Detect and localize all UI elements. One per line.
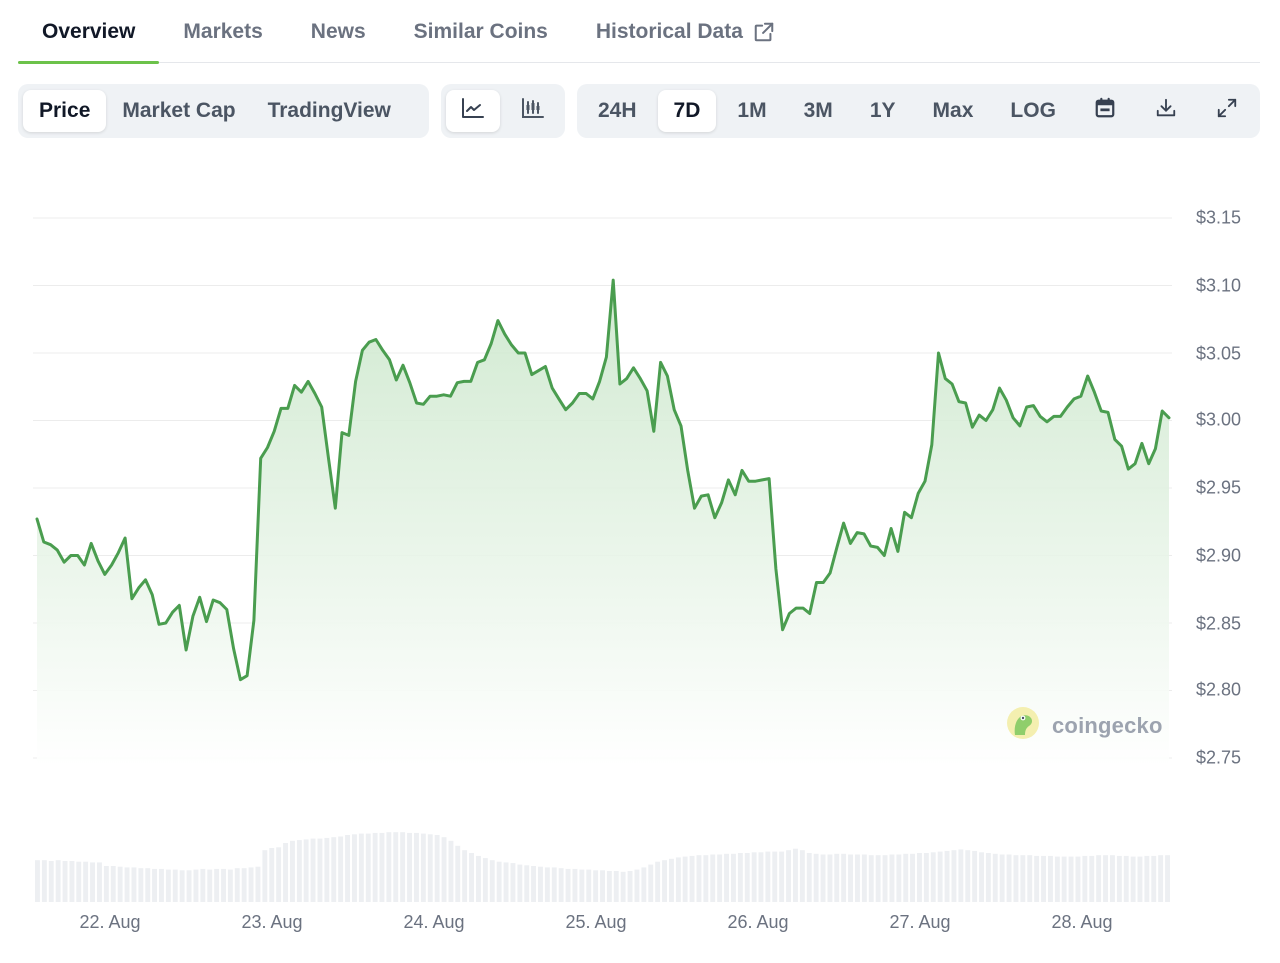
y-tick-label: $2.75 [1196,747,1242,768]
range-7d-button[interactable]: 7D [657,90,717,132]
price-chart-plot[interactable] [0,150,1280,963]
line-chart-button[interactable] [446,90,500,132]
y-tick-label: $2.90 [1196,545,1242,566]
download-icon [1155,97,1177,125]
time-range-group: 24H 7D 1M 3M 1Y Max LOG [577,84,1260,138]
tab-label: News [310,19,366,43]
page-tabs: Overview Markets News Similar Coins Hist… [18,0,1260,64]
tab-label: Similar Coins [413,19,548,43]
calendar-icon [1094,97,1116,125]
download-button[interactable] [1138,90,1194,132]
y-tick-label: $3.00 [1196,409,1242,430]
tab-label: Markets [183,19,263,43]
candlestick-chart-button[interactable] [506,90,560,132]
chart-type-group: Price Market Cap TradingView [18,84,429,138]
chart-toolbar: Price Market Cap TradingView 24H [18,84,1260,138]
price-button[interactable]: Price [23,90,107,132]
x-tick-label: 24. Aug [403,912,465,932]
fullscreen-button[interactable] [1199,90,1255,132]
market-cap-button[interactable]: Market Cap [122,99,236,122]
y-tick-label: $3.05 [1196,343,1242,364]
y-tick-label: $3.10 [1196,275,1242,296]
x-tick-label: 22. Aug [79,912,141,932]
range-3m-button[interactable]: 3M [803,99,833,122]
x-tick-label: 25. Aug [565,912,627,932]
y-tick-label: $3.15 [1196,207,1242,228]
y-tick-label: $2.80 [1196,679,1242,700]
price-line [35,278,1171,682]
range-24h-button[interactable]: 24H [598,99,637,122]
price-area [37,280,1169,766]
x-tick-label: 23. Aug [241,912,303,932]
log-scale-button[interactable]: LOG [1010,99,1056,122]
tab-label: Overview [42,19,136,43]
coingecko-logo-icon [1006,706,1040,745]
coingecko-watermark: coingecko [1006,706,1163,745]
tradingview-button[interactable]: TradingView [267,99,391,122]
line-chart-icon [461,97,485,125]
tab-news[interactable]: News [287,0,390,63]
y-tick-label: $2.85 [1196,613,1242,634]
coingecko-logo-text: coingecko [1052,712,1163,738]
range-1y-button[interactable]: 1Y [869,99,896,122]
tab-label: Historical Data [595,19,743,43]
tab-historical-data[interactable]: Historical Data [572,0,799,63]
x-tick-label: 27. Aug [889,912,951,932]
chart-view-group [441,84,565,138]
range-1m-button[interactable]: 1M [737,99,767,122]
y-tick-label: $2.95 [1196,477,1242,498]
tab-markets[interactable]: Markets [159,0,286,63]
calendar-button[interactable] [1077,90,1133,132]
tab-similar-coins[interactable]: Similar Coins [390,0,572,63]
tab-overview[interactable]: Overview [18,0,160,64]
external-link-icon [753,21,775,43]
candlestick-chart-icon [521,97,545,125]
range-max-button[interactable]: Max [932,99,974,122]
fullscreen-icon [1216,97,1238,125]
x-tick-label: 26. Aug [727,912,789,932]
volume-bars [35,832,1170,902]
x-tick-label: 28. Aug [1051,912,1113,932]
price-chart[interactable]: $3.15 $3.10 $3.05 $3.00 $2.95 $2.90 $2.8… [0,150,1280,963]
